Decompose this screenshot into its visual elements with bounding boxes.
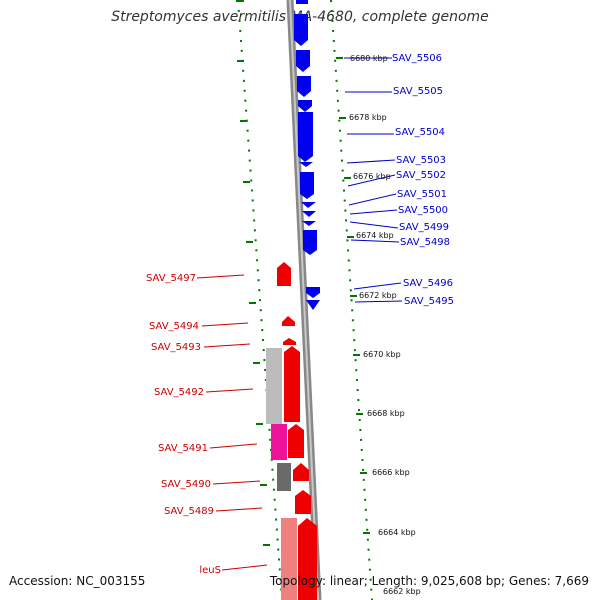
feature-light-red <box>281 518 297 600</box>
gene-label-reverse: SAV_5489 <box>164 506 214 517</box>
gene-label-reverse: SAV_5493 <box>151 342 201 353</box>
right-scale-track <box>330 0 373 600</box>
scale-label: 6680 kbp <box>350 54 388 63</box>
forward-genes <box>294 14 320 310</box>
gene-label-forward: SAV_5498 <box>400 237 450 248</box>
gene-label-forward: SAV_5502 <box>396 170 446 181</box>
scale-label: 6664 kbp <box>378 528 416 537</box>
scale-label: 6668 kbp <box>367 409 405 418</box>
reverse-gene-labels: SAV_5497 SAV_5494 SAV_5493 SAV_5492 SAV_… <box>146 273 221 576</box>
scale-label: 6662 kbp <box>383 587 421 596</box>
gene-sav5497 <box>277 262 291 286</box>
gene-sav5505-b <box>297 76 311 97</box>
feature-pink <box>271 424 287 460</box>
left-major-ticks <box>237 60 270 546</box>
gene-label-forward: SAV_5500 <box>398 205 448 216</box>
gene-sav5495 <box>306 300 320 310</box>
accession-label: Accession: NC_003155 <box>9 574 146 588</box>
left-scale-track <box>237 0 283 600</box>
forward-gene-labels: SAV_5506 SAV_5505 SAV_5504 SAV_5503 SAV_… <box>392 53 454 307</box>
top-tick-fragment <box>236 0 244 2</box>
gene-label-forward: SAV_5504 <box>395 127 445 138</box>
gene-label-reverse: SAV_5490 <box>161 479 211 490</box>
gene-sav5498-b <box>303 230 317 255</box>
feature-dark-grey <box>277 463 291 491</box>
scale-labels: 6680 kbp 6678 kbp 6676 kbp 6674 kbp 6672… <box>349 54 421 596</box>
gene-label-forward: SAV_5503 <box>396 155 446 166</box>
gene-label-forward: SAV_5501 <box>397 189 447 200</box>
genome-backbone-highlight <box>289 0 319 600</box>
gene-sav5504 <box>298 100 312 112</box>
gene-sav5493 <box>283 338 296 345</box>
gene-sav5499 <box>302 211 316 217</box>
gene-sav5500 <box>301 202 316 208</box>
gene-label-reverse: SAV_5497 <box>146 273 196 284</box>
gene-sav5503 <box>298 112 313 162</box>
scale-label: 6666 kbp <box>372 468 410 477</box>
gene-label-forward: SAV_5499 <box>399 222 449 233</box>
gene-sav5506 <box>294 14 308 46</box>
gene-sav5492 <box>284 346 300 422</box>
right-major-ticks <box>336 57 370 534</box>
forward-gene-fragment <box>296 0 308 4</box>
gene-sav5502 <box>299 162 313 167</box>
gene-label-forward: SAV_5506 <box>392 53 442 64</box>
feature-grey-1 <box>266 348 282 424</box>
other-features <box>266 348 297 600</box>
gene-sav5505-a <box>296 50 310 72</box>
scale-label: 6676 kbp <box>353 172 391 181</box>
gene-label-forward: SAV_5505 <box>393 86 443 97</box>
gene-label-reverse: SAV_5492 <box>154 387 204 398</box>
reverse-genes <box>277 262 317 600</box>
gene-sav5494 <box>282 316 295 326</box>
gene-label-reverse: SAV_5494 <box>149 321 199 332</box>
genome-stats-label: Topology: linear; Length: 9,025,608 bp; … <box>269 574 589 588</box>
scale-label: 6670 kbp <box>363 350 401 359</box>
scale-label: 6674 kbp <box>356 231 394 240</box>
gene-sav5501 <box>300 172 314 199</box>
scale-label: 6678 kbp <box>349 113 387 122</box>
gene-label-forward: SAV_5496 <box>403 278 453 289</box>
gene-sav5490 <box>293 463 309 481</box>
gene-leus <box>298 518 317 600</box>
reverse-leader-lines <box>196 274 268 571</box>
gene-label-reverse: leuS <box>199 565 221 576</box>
gene-sav5498 <box>302 221 316 226</box>
gene-label-forward: SAV_5495 <box>404 296 454 307</box>
gene-label-reverse: SAV_5491 <box>158 443 208 454</box>
scale-label: 6672 kbp <box>359 291 397 300</box>
gene-sav5489 <box>295 490 311 514</box>
gene-sav5491 <box>288 424 304 458</box>
forward-leader-lines <box>344 57 403 303</box>
gene-sav5496 <box>306 287 320 298</box>
